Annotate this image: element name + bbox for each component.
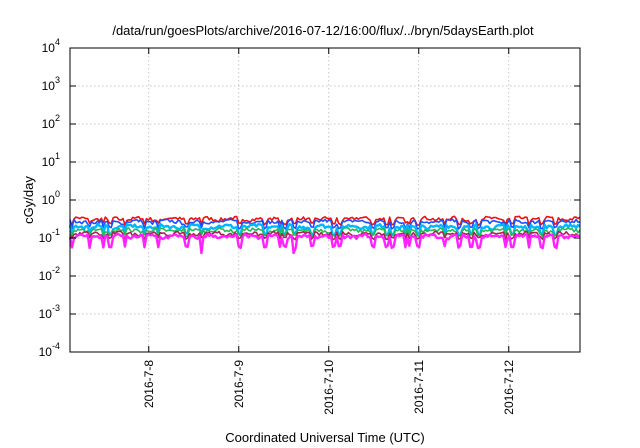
y-tick-label: 10-4 xyxy=(39,341,60,359)
series-line xyxy=(69,215,581,227)
series-line xyxy=(69,218,581,230)
series-line xyxy=(68,222,581,237)
y-axis-label: cGy/day xyxy=(21,176,36,224)
x-tick-label: 2016-7-8 xyxy=(142,360,156,408)
grid xyxy=(70,48,580,352)
y-tick-label: 10-3 xyxy=(39,303,60,321)
chart-title: /data/run/goesPlots/archive/2016-07-12/1… xyxy=(112,23,534,38)
y-tick-label: 102 xyxy=(42,113,60,131)
x-tick-label: 2016-7-12 xyxy=(502,360,516,415)
x-tick-label: 2016-7-11 xyxy=(412,360,426,414)
y-tick-label: 100 xyxy=(42,189,60,207)
series-line xyxy=(69,226,581,238)
y-tick-label: 101 xyxy=(42,151,60,169)
y-tick-label: 104 xyxy=(42,37,60,55)
x-axis-label: Coordinated Universal Time (UTC) xyxy=(225,430,424,445)
x-tick-label: 2016-7-10 xyxy=(322,360,336,415)
series-line xyxy=(68,232,581,255)
y-axis: 10-4 10-3 10-2 10-1 100 101 102 103 104 xyxy=(39,37,580,359)
x-axis: 2016-7-8 2016-7-9 2016-7-10 2016-7-11 2016-7… xyxy=(142,48,516,415)
y-tick-label: 10-1 xyxy=(39,227,60,245)
series-lines xyxy=(68,215,581,255)
y-tick-label: 10-2 xyxy=(39,265,60,283)
x-tick-label: 2016-7-9 xyxy=(232,360,246,408)
y-tick-label: 103 xyxy=(42,75,60,93)
